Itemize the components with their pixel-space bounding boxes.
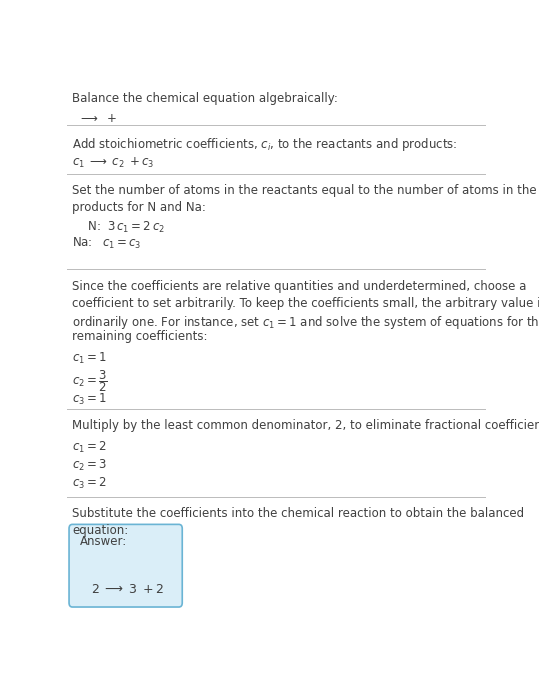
Text: N: $\;3\,c_1 = 2\,c_2$: N: $\;3\,c_1 = 2\,c_2$	[80, 220, 165, 235]
Text: Balance the chemical equation algebraically:: Balance the chemical equation algebraica…	[72, 92, 338, 105]
Text: remaining coefficients:: remaining coefficients:	[72, 330, 208, 343]
Text: Answer:: Answer:	[80, 535, 127, 548]
Text: $c_2 = \dfrac{3}{2}$: $c_2 = \dfrac{3}{2}$	[72, 369, 108, 394]
Text: Since the coefficients are relative quantities and underdetermined, choose a: Since the coefficients are relative quan…	[72, 279, 527, 292]
Text: products for N and Na:: products for N and Na:	[72, 201, 206, 214]
Text: $2\;\longrightarrow\;3\;+2$: $2\;\longrightarrow\;3\;+2$	[91, 583, 164, 596]
Text: Set the number of atoms in the reactants equal to the number of atoms in the: Set the number of atoms in the reactants…	[72, 184, 537, 197]
Text: coefficient to set arbitrarily. To keep the coefficients small, the arbitrary va: coefficient to set arbitrarily. To keep …	[72, 297, 539, 310]
Text: $c_2 = 3$: $c_2 = 3$	[72, 458, 107, 473]
Text: $c_3 = 2$: $c_3 = 2$	[72, 475, 107, 491]
Text: $c_3 = 1$: $c_3 = 1$	[72, 392, 107, 407]
Text: $c_1 = 1$: $c_1 = 1$	[72, 351, 107, 366]
Text: $c_1 = 2$: $c_1 = 2$	[72, 440, 107, 455]
Text: Na: $\;\;c_1 = c_3$: Na: $\;\;c_1 = c_3$	[72, 236, 142, 251]
Text: $c_1 \;\longrightarrow\; c_2 \;+c_3$: $c_1 \;\longrightarrow\; c_2 \;+c_3$	[72, 155, 155, 170]
Text: Multiply by the least common denominator, 2, to eliminate fractional coefficient: Multiply by the least common denominator…	[72, 420, 539, 433]
Text: equation:: equation:	[72, 524, 129, 537]
Text: ordinarily one. For instance, set $c_1 = 1$ and solve the system of equations fo: ordinarily one. For instance, set $c_1 =…	[72, 314, 539, 330]
Text: $\longrightarrow\;$ +: $\longrightarrow\;$ +	[78, 111, 117, 125]
Text: Substitute the coefficients into the chemical reaction to obtain the balanced: Substitute the coefficients into the che…	[72, 507, 524, 520]
FancyBboxPatch shape	[69, 524, 182, 607]
Text: Add stoichiometric coefficients, $c_i$, to the reactants and products:: Add stoichiometric coefficients, $c_i$, …	[72, 136, 458, 153]
